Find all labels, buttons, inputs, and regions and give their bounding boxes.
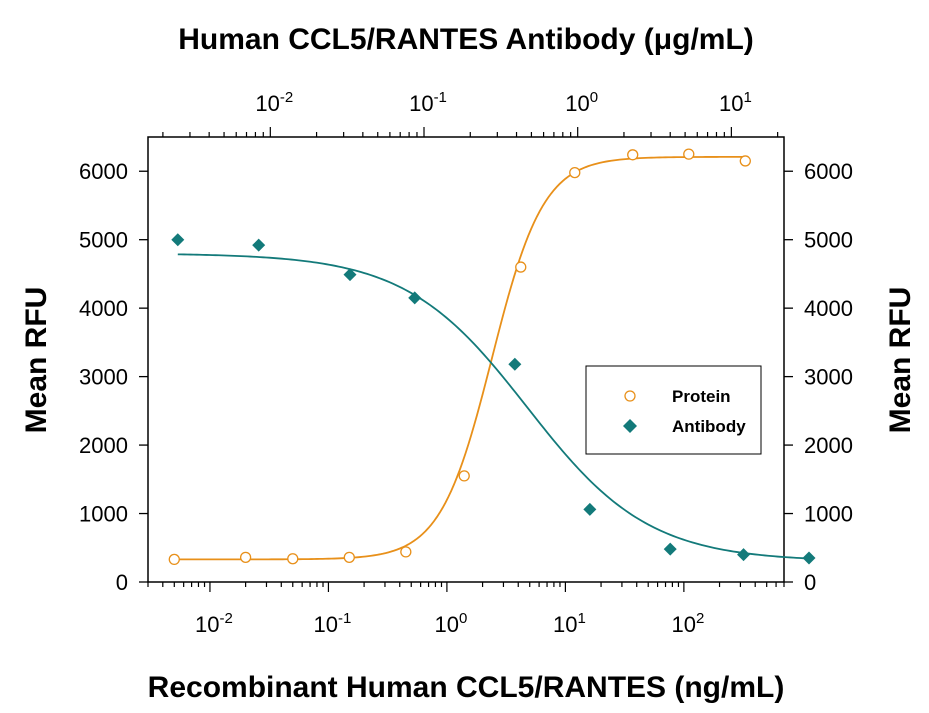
x-tick-label-bottom: 101 bbox=[553, 610, 586, 637]
protein-fit-curve bbox=[174, 155, 746, 561]
legend-protein-marker bbox=[624, 390, 636, 402]
y-tick-label-left: 3000 bbox=[79, 365, 128, 390]
y-tick-label-right: 6000 bbox=[804, 159, 853, 184]
y-tick-label-left: 1000 bbox=[79, 502, 128, 527]
plot-frame bbox=[147, 136, 785, 583]
top-axis-title: Human CCL5/RANTES Antibody (μg/mL) bbox=[178, 23, 754, 56]
legend-protein-label: Protein bbox=[672, 387, 731, 406]
y-tick-label-left: 5000 bbox=[79, 228, 128, 253]
y-tick-label-right: 0 bbox=[804, 570, 816, 595]
legend-antibody-marker bbox=[623, 419, 637, 433]
y-axis-title-right: Mean RFU bbox=[884, 287, 917, 434]
antibody-data-point bbox=[737, 548, 751, 562]
y-tick-label-right: 2000 bbox=[804, 433, 853, 458]
protein-data-point bbox=[515, 261, 527, 273]
y-tick-label-left: 0 bbox=[116, 570, 128, 595]
legend-box bbox=[585, 365, 762, 455]
x-tick-label-top: 100 bbox=[565, 89, 598, 116]
protein-data-point bbox=[168, 553, 180, 566]
protein-data-point bbox=[627, 149, 639, 161]
antibody-data-point bbox=[171, 233, 185, 247]
antibody-data-point bbox=[252, 238, 266, 252]
protein-data-point bbox=[343, 551, 355, 564]
x-tick-label-top: 101 bbox=[719, 89, 752, 116]
antibody-fit-curve bbox=[177, 253, 810, 560]
x-tick-label-bottom: 10-2 bbox=[195, 610, 233, 637]
protein-data-point bbox=[458, 470, 470, 482]
x-tick-label-top: 10-2 bbox=[255, 89, 293, 116]
antibody-data-point bbox=[583, 502, 597, 516]
antibody-data-point bbox=[508, 357, 522, 371]
x-tick-label-bottom: 102 bbox=[671, 610, 704, 637]
x-tick-label-bottom: 100 bbox=[434, 610, 467, 637]
y-tick-label-right: 4000 bbox=[804, 296, 853, 321]
y-tick-label-right: 5000 bbox=[804, 228, 853, 253]
x-tick-label-top: 10-1 bbox=[409, 89, 447, 116]
ticks-layer: 0 0 1000 1000 2000 2000 3000 3000 4000 4000 5000 50… bbox=[79, 89, 853, 637]
y-tick-label-right: 1000 bbox=[804, 502, 853, 527]
protein-data-point bbox=[739, 155, 751, 167]
x-axis-title: Recombinant Human CCL5/RANTES (ng/mL) bbox=[148, 671, 785, 704]
y-tick-label-left: 6000 bbox=[79, 159, 128, 184]
y-axis-title-left: Mean RFU bbox=[20, 287, 53, 434]
protein-data-point bbox=[683, 148, 695, 160]
y-tick-label-left: 2000 bbox=[79, 433, 128, 458]
y-tick-label-left: 4000 bbox=[79, 296, 128, 321]
y-tick-label-right: 3000 bbox=[804, 365, 853, 390]
antibody-data-point bbox=[408, 291, 422, 305]
antibody-data-point bbox=[663, 542, 677, 556]
legend: Protein Antibody bbox=[585, 365, 762, 455]
protein-data-point bbox=[287, 553, 299, 565]
x-tick-label-bottom: 10-1 bbox=[314, 610, 352, 637]
protein-data-point bbox=[569, 166, 581, 179]
antibody-data-point bbox=[343, 268, 357, 282]
points-layer bbox=[168, 148, 816, 566]
protein-data-point bbox=[400, 546, 412, 558]
legend-antibody-label: Antibody bbox=[672, 417, 746, 436]
curves-layer bbox=[174, 155, 810, 561]
antibody-data-point bbox=[802, 551, 816, 565]
protein-data-point bbox=[239, 551, 252, 564]
